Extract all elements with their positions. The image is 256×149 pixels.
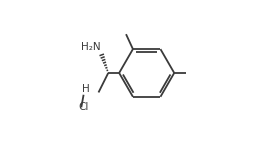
Text: H₂N: H₂N [81,42,100,52]
Text: H: H [82,84,90,94]
Text: Cl: Cl [78,102,89,112]
